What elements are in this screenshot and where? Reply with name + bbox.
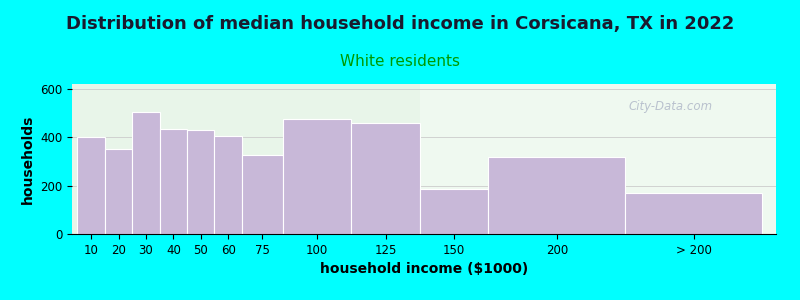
Y-axis label: households: households xyxy=(21,114,34,204)
Bar xyxy=(160,129,187,234)
Bar xyxy=(488,157,626,234)
Text: White residents: White residents xyxy=(340,54,460,69)
Bar xyxy=(420,84,776,234)
Bar xyxy=(242,155,283,234)
Text: City-Data.com: City-Data.com xyxy=(628,100,712,113)
Bar xyxy=(351,123,420,234)
Bar xyxy=(420,189,488,234)
Bar xyxy=(132,112,160,234)
X-axis label: household income ($1000): household income ($1000) xyxy=(320,262,528,276)
Bar xyxy=(78,137,105,234)
Text: Distribution of median household income in Corsicana, TX in 2022: Distribution of median household income … xyxy=(66,15,734,33)
Bar xyxy=(214,136,242,234)
Bar xyxy=(626,193,762,234)
Bar xyxy=(187,130,214,234)
Bar xyxy=(105,149,132,234)
Bar xyxy=(283,119,351,234)
